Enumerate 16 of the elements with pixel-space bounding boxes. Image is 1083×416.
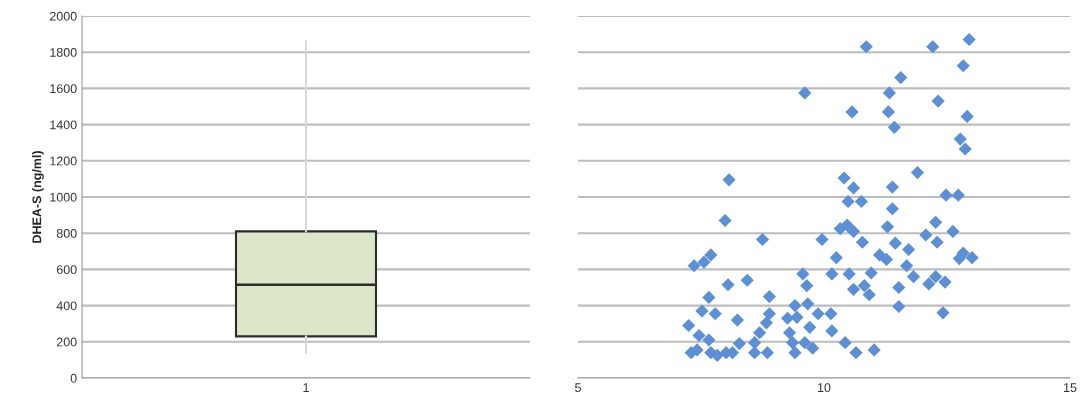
y-tick-label: 0	[70, 373, 77, 383]
x-tick-label: 15	[1064, 383, 1077, 393]
y-tick-label: 800	[56, 229, 77, 238]
y-tick-label: 400	[56, 301, 77, 311]
y-tick-label: 600	[56, 265, 77, 275]
x-tick-label: 5	[575, 383, 581, 393]
y-tick-label: 1400	[50, 120, 77, 130]
y-tick-label: 1600	[50, 84, 77, 94]
y-tick-label: 200	[56, 337, 77, 347]
x-tick-label: 1	[303, 383, 309, 392]
y-tick-label: 1800	[50, 48, 77, 57]
y-tick-label: 1200	[50, 156, 77, 166]
x-tick-label: 10	[818, 383, 831, 393]
y-axis-title: DHEA-S (ng/ml)	[32, 151, 44, 243]
y-tick-label: 1000	[50, 192, 77, 202]
y-tick-label: 2000	[49, 11, 77, 21]
